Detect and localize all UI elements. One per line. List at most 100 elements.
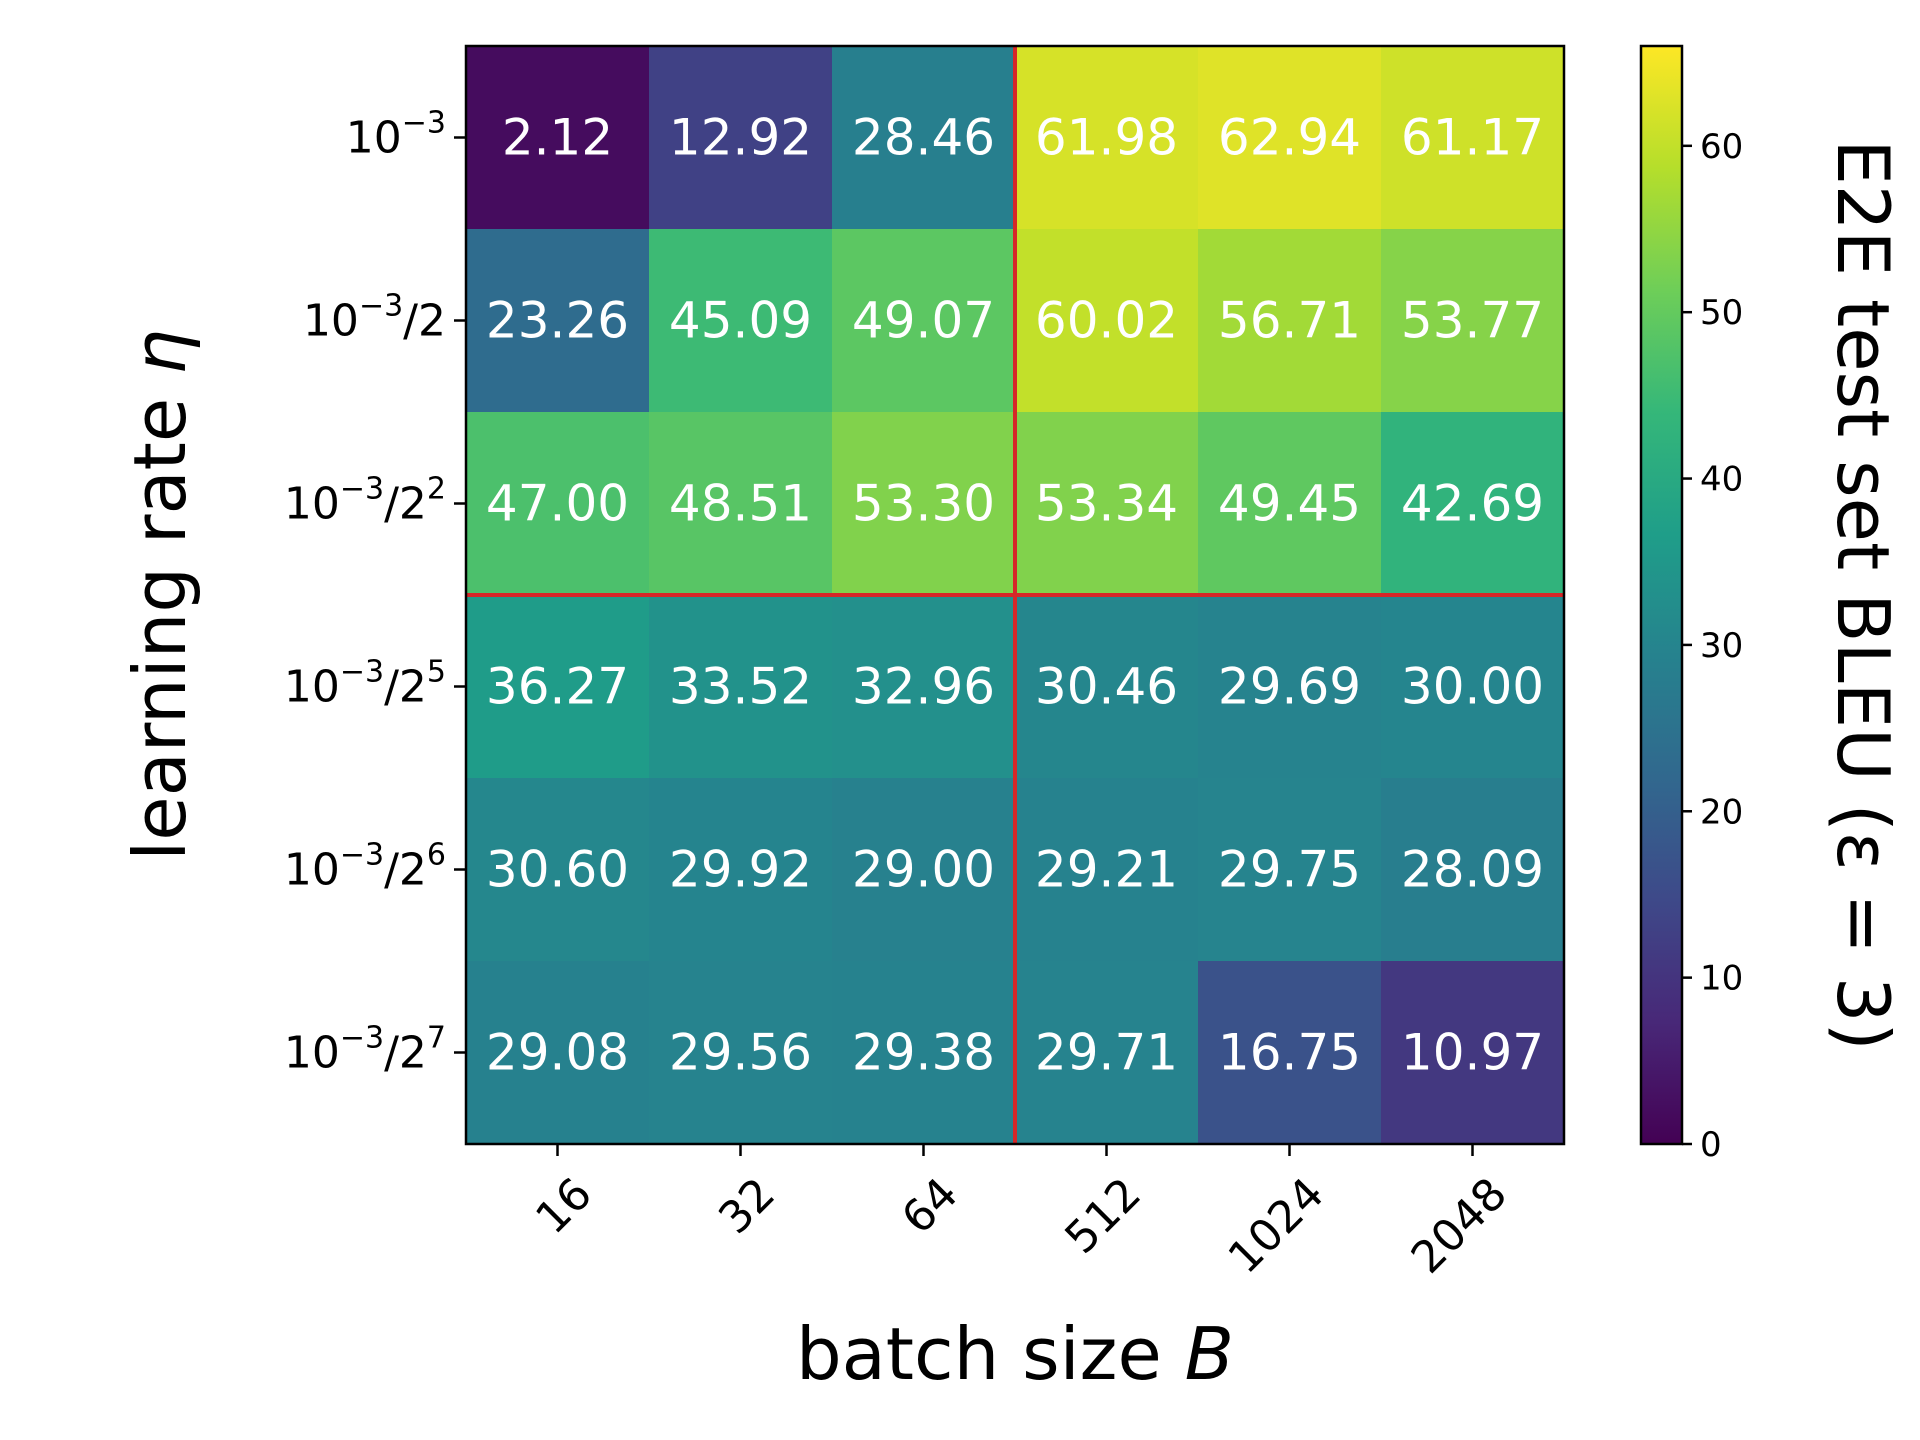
cell-value-label: 29.38 xyxy=(852,1024,995,1082)
heatmap-cell xyxy=(1198,46,1382,230)
heatmap-cell xyxy=(466,46,650,230)
x-axis-title-text: batch size xyxy=(796,1312,1162,1396)
heatmap-cell xyxy=(1015,229,1199,413)
heatmap-cell xyxy=(466,778,650,962)
heatmap-cells xyxy=(466,46,1565,1145)
cell-value-label: 47.00 xyxy=(486,475,629,533)
cell-value-label: 29.92 xyxy=(669,841,812,899)
heatmap-cell xyxy=(1015,46,1199,230)
heatmap-cell xyxy=(466,595,650,779)
heatmap-cell xyxy=(649,412,833,596)
cell-value-label: 45.09 xyxy=(669,292,812,350)
y-axis-title: learning rate η xyxy=(118,329,202,860)
heatmap-cell xyxy=(1381,412,1565,596)
cell-value-label: 49.45 xyxy=(1218,475,1361,533)
y-axis-title-symbol: η xyxy=(118,329,202,375)
x-tick-label: 512 xyxy=(1055,1168,1150,1263)
colorbar-tick-label: 10 xyxy=(1700,959,1743,999)
cell-value-label: 30.00 xyxy=(1401,658,1544,716)
cell-value-label: 12.92 xyxy=(669,109,812,167)
heatmap-cell xyxy=(1015,412,1199,596)
heatmap-cell xyxy=(649,229,833,413)
cell-value-label: 29.00 xyxy=(852,841,995,899)
heatmap-cell xyxy=(1381,46,1565,230)
x-tick-label: 64 xyxy=(892,1168,968,1244)
cell-value-label: 56.71 xyxy=(1218,292,1361,350)
x-axis-title: batch size B xyxy=(796,1312,1234,1396)
heatmap-cell xyxy=(832,595,1016,779)
colorbar-tick-label: 0 xyxy=(1700,1125,1722,1165)
cell-value-label: 30.46 xyxy=(1035,658,1178,716)
cell-value-label: 30.60 xyxy=(486,841,629,899)
cell-value-label: 42.69 xyxy=(1401,475,1544,533)
cell-value-label: 29.71 xyxy=(1035,1024,1178,1082)
cell-value-label: 23.26 xyxy=(486,292,629,350)
cell-value-label: 28.46 xyxy=(852,109,995,167)
y-axis-ticks: 10−3​ 10−3/2 10−3/22​ 10−3/25​ 10−3/26​ 10−3/… xyxy=(284,106,466,1079)
cell-value-label: 62.94 xyxy=(1218,109,1361,167)
heatmap-cell xyxy=(832,229,1016,413)
heatmap-cell xyxy=(466,961,650,1145)
y-axis-title-text: learning rate xyxy=(118,398,202,861)
heatmap-cell xyxy=(1198,229,1382,413)
heatmap-cell xyxy=(1198,595,1382,779)
heatmap-cell xyxy=(1015,595,1199,779)
y-tick-label: 10−3/2 xyxy=(303,289,446,347)
heatmap-cell-labels: 2.12 12.92 28.46 61.98 62.94 61.17 23.26 45.09 4… xyxy=(486,109,1544,1082)
heatmap-cell xyxy=(1198,961,1382,1145)
heatmap-cell xyxy=(466,229,650,413)
cell-value-label: 53.34 xyxy=(1035,475,1178,533)
heatmap-cell xyxy=(832,961,1016,1145)
heatmap-cell xyxy=(1381,229,1565,413)
cell-value-label: 29.08 xyxy=(486,1024,629,1082)
colorbar-tick-label: 20 xyxy=(1700,792,1743,832)
cell-value-label: 36.27 xyxy=(486,658,629,716)
cell-value-label: 16.75 xyxy=(1218,1024,1361,1082)
cell-value-label: 60.02 xyxy=(1035,292,1178,350)
colorbar-tick-label: 60 xyxy=(1700,127,1743,167)
x-tick-label: 16 xyxy=(526,1168,602,1244)
x-tick-label: 32 xyxy=(709,1168,785,1244)
plot-frame xyxy=(464,44,1566,1146)
heatmap-cell xyxy=(1198,778,1382,962)
cell-value-label: 10.97 xyxy=(1401,1024,1544,1082)
cell-value-label: 2.12 xyxy=(502,109,613,167)
cell-value-label: 49.07 xyxy=(852,292,995,350)
y-tick-label: 10−3/25​ xyxy=(284,655,446,713)
heatmap-cell xyxy=(1198,412,1382,596)
cell-value-label: 29.21 xyxy=(1035,841,1178,899)
divider-lines xyxy=(466,46,1564,1144)
x-tick-label: 1024 xyxy=(1219,1168,1334,1283)
cell-value-label: 53.77 xyxy=(1401,292,1544,350)
colorbar-tick-label: 40 xyxy=(1700,460,1743,500)
heatmap-cell xyxy=(466,412,650,596)
heatmap-cell xyxy=(832,778,1016,962)
cell-value-label: 29.56 xyxy=(669,1024,812,1082)
cell-value-label: 33.52 xyxy=(669,658,812,716)
cell-value-label: 61.17 xyxy=(1401,109,1544,167)
x-axis-ticks: 16 32 64 512 1024 2048 xyxy=(526,1144,1517,1284)
cell-value-label: 48.51 xyxy=(669,475,812,533)
cell-value-label: 29.69 xyxy=(1218,658,1361,716)
y-tick-label: 10−3​ xyxy=(346,106,446,164)
colorbar-title: E2E test set BLEU (ε = 3) xyxy=(1821,139,1905,1050)
heatmap-cell xyxy=(1015,778,1199,962)
cell-value-label: 32.96 xyxy=(852,658,995,716)
y-tick-label: 10−3/22​ xyxy=(284,472,446,530)
cell-value-label: 28.09 xyxy=(1401,841,1544,899)
colorbar-ticks: 0 10 20 30 40 50 60 xyxy=(1682,127,1743,1165)
cell-value-label: 53.30 xyxy=(852,475,995,533)
colorbar xyxy=(1639,44,1684,1146)
y-tick-label: 10−3/26​ xyxy=(284,838,446,896)
heatmap-cell xyxy=(649,595,833,779)
heatmap-cell xyxy=(832,412,1016,596)
cell-value-label: 29.75 xyxy=(1218,841,1361,899)
heatmap-cell xyxy=(1381,778,1565,962)
y-tick-label: 10−3/27​ xyxy=(284,1021,446,1079)
x-tick-label: 2048 xyxy=(1402,1168,1517,1283)
heatmap-cell xyxy=(1381,595,1565,779)
heatmap-cell xyxy=(649,961,833,1145)
heatmap-cell xyxy=(649,46,833,230)
colorbar-tick-label: 30 xyxy=(1700,626,1743,666)
